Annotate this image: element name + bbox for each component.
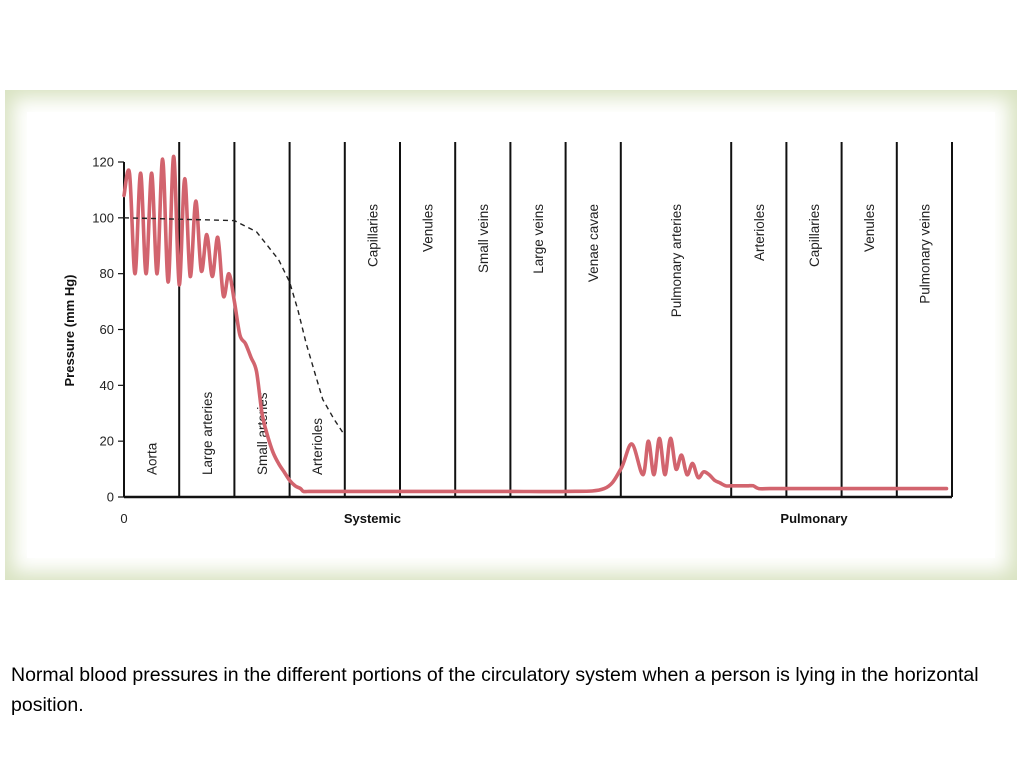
y-tick-label: 60 <box>100 322 114 337</box>
y-tick-label: 20 <box>100 434 114 449</box>
x-origin-label: 0 <box>120 511 127 526</box>
y-tick-label: 100 <box>92 210 114 225</box>
region-label: Venules <box>862 204 877 252</box>
figure-panel: 0 20 40 60 80 100 120 0 Pressure (mm Hg) Aorta Lar… <box>27 112 995 558</box>
y-tick-label: 80 <box>100 266 114 281</box>
region-label: Small arteries <box>255 392 270 475</box>
region-label: Capillaries <box>807 204 822 267</box>
pressure-waveform-line <box>122 154 949 494</box>
figure-caption: Normal blood pressures in the different … <box>11 664 979 716</box>
region-label: Venae cavae <box>586 204 601 282</box>
y-tick-label: 40 <box>100 378 114 393</box>
blood-pressure-chart: 0 20 40 60 80 100 120 0 Pressure (mm Hg) Aorta Lar… <box>62 142 953 526</box>
circuit-label: Pulmonary <box>780 511 848 526</box>
region-label: Capillaries <box>365 204 380 267</box>
region-label: Arterioles <box>752 204 767 261</box>
figure-frame: 0 20 40 60 80 100 120 0 Pressure (mm Hg) Aorta Lar… <box>5 90 1017 580</box>
region-label: Small veins <box>476 204 491 273</box>
region-label: Large arteries <box>200 391 215 475</box>
region-label: Arterioles <box>310 418 325 475</box>
region-label: Venules <box>421 204 436 252</box>
y-tick-label: 120 <box>92 155 114 170</box>
y-axis-title: Pressure (mm Hg) <box>62 275 77 387</box>
y-tick-label: 0 <box>107 490 114 505</box>
circuit-label: Systemic <box>344 511 401 526</box>
region-label: Pulmonary veins <box>917 204 932 304</box>
mean-pressure-dashed-line <box>123 217 346 436</box>
region-label: Aorta <box>145 442 160 475</box>
region-label: Large veins <box>531 204 546 274</box>
region-label: Pulmonary arteries <box>669 204 684 318</box>
